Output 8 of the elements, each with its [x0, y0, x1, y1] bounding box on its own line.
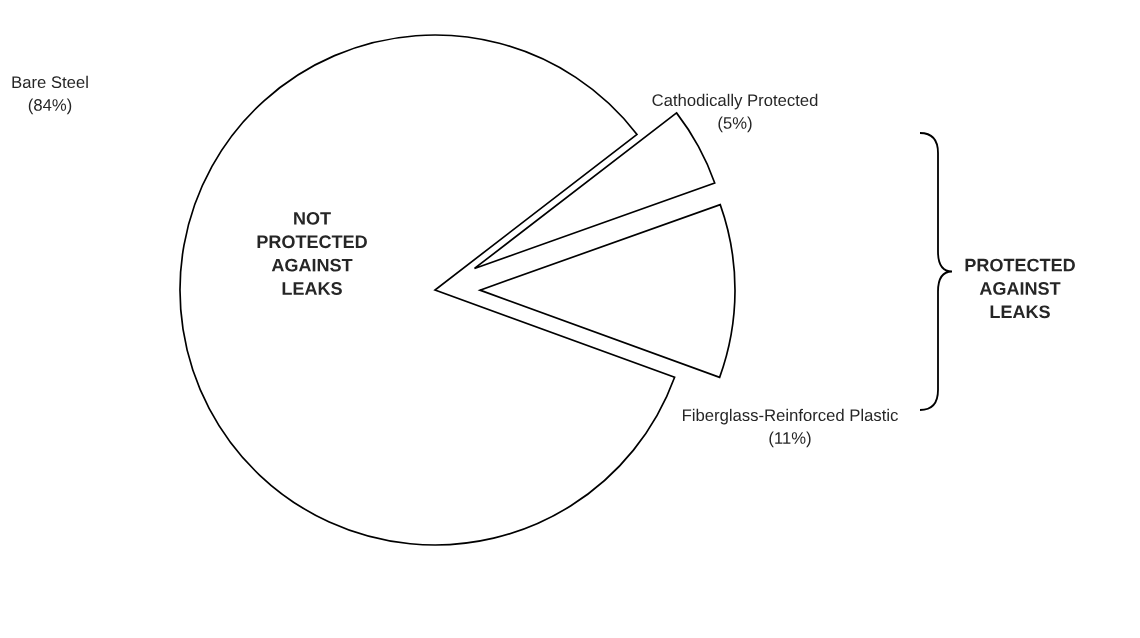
slice-label: Cathodically Protected	[652, 93, 818, 110]
text: NOT PROTECTED AGAINST LEAKS	[257, 212, 367, 295]
text: PROTECTED AGAINST LEAKS	[965, 258, 1075, 319]
data-label: (84%)	[28, 98, 72, 115]
slice-label: Fiberglass-Reinforced Plastic	[683, 408, 898, 425]
slice-label: Bare Steel	[12, 75, 88, 89]
data-label: (5%)	[718, 116, 752, 133]
data-label: (11%)	[769, 431, 811, 448]
